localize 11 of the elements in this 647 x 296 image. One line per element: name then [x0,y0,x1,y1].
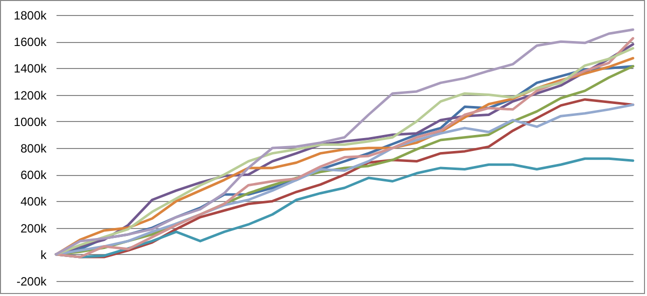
y-tick-label: 1600k [14,35,48,50]
y-tick-label: 1200k [14,88,48,102]
y-tick-label: k [40,248,48,262]
y-tick-label: 400k [20,194,48,209]
y-tick-label: 1800k [14,8,48,22]
y-tick-label: 600k [20,168,48,182]
y-tick-label: 800k [20,142,48,156]
y-tick-label: 200k [20,221,48,236]
y-tick-label: 1000k [14,114,48,129]
y-tick-label: 1400k [14,62,48,76]
y-tick-label: -200k [16,274,48,288]
